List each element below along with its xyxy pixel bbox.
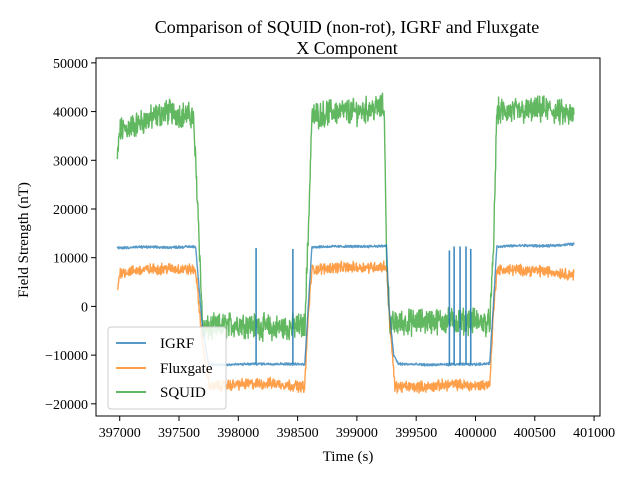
series-layer: [116, 92, 575, 394]
y-tick-label: 10000: [53, 252, 88, 267]
y-tick-label: −10000: [45, 349, 88, 364]
legend-label-igrf: IGRF: [160, 336, 194, 352]
series-line-fluxgate: [116, 260, 575, 394]
x-tick-label: 399000: [336, 426, 378, 441]
y-tick-label: 0: [81, 300, 88, 315]
x-tick-label: 397500: [158, 426, 200, 441]
x-tick-label: 398000: [217, 426, 259, 441]
x-tick-label: 400000: [454, 426, 496, 441]
x-axis: 397000 397500 398000 398500 399000 399500 4000…: [99, 416, 615, 441]
plot-frame: [95, 57, 601, 417]
x-tick-label: 397000: [99, 426, 141, 441]
y-tick-label: 30000: [53, 154, 88, 169]
y-axis: −20000 −10000 0 10000 20000 30000 40000 50000: [45, 57, 96, 413]
y-tick-label: 20000: [53, 203, 88, 218]
series-line-squid: [116, 92, 575, 343]
y-tick-label: 40000: [53, 106, 88, 121]
x-tick-label: 400500: [514, 426, 556, 441]
x-axis-label: Time (s): [323, 449, 374, 465]
x-tick-label: 398500: [277, 426, 319, 441]
legend: IGRF Fluxgate SQUID: [107, 326, 227, 410]
legend-label-fluxgate: Fluxgate: [160, 361, 213, 377]
chart-title-line2: X Component: [296, 38, 398, 58]
chart-title-line1: Comparison of SQUID (non-rot), IGRF and …: [155, 17, 539, 38]
x-tick-label: 399500: [395, 426, 437, 441]
y-tick-label: −20000: [45, 398, 88, 413]
y-tick-label: 50000: [53, 57, 88, 72]
legend-label-squid: SQUID: [160, 385, 206, 401]
y-axis-label: Field Strength (nT): [16, 182, 32, 298]
legend-box: [107, 326, 227, 410]
series-line-igrf: [116, 242, 575, 367]
x-tick-label: 401000: [573, 426, 615, 441]
